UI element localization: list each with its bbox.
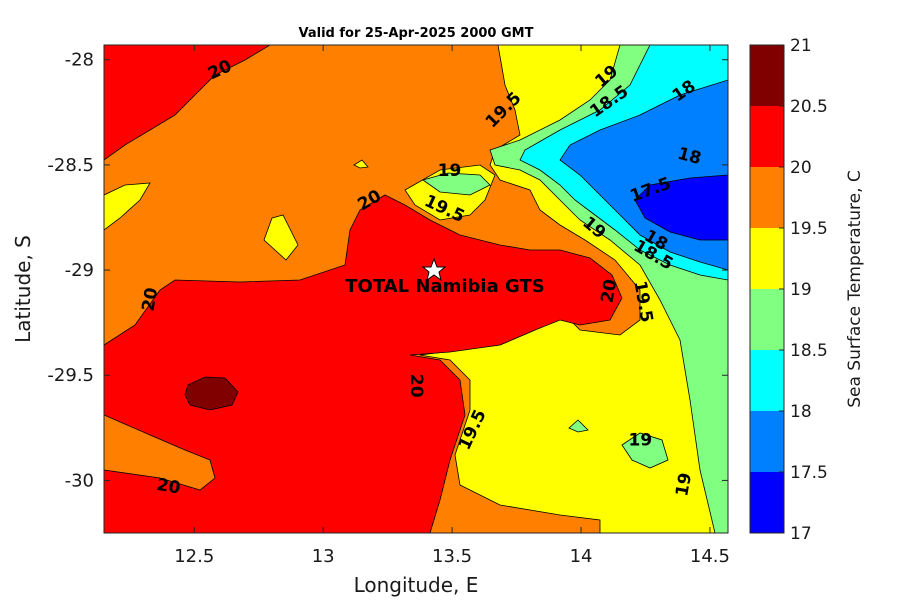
y-axis-label: Latitude, S: [11, 235, 35, 343]
band-19-19.5-west-coast: [104, 182, 151, 231]
contour-fill-layer: [104, 45, 728, 533]
colorbar-tick-label: 21: [790, 36, 812, 56]
contour-label: 20: [139, 286, 163, 313]
x-axis-ticks: 12.5 13 13.5 14 14.5: [174, 45, 730, 567]
y-tick-label: -28.5: [47, 155, 94, 176]
y-tick-label: -29: [65, 260, 94, 281]
y-axis-ticks: -28 -28.5 -29 -29.5 -30: [47, 50, 728, 491]
site-label: TOTAL Namibia GTS: [345, 276, 544, 297]
contour-label: 19: [628, 430, 652, 450]
colorbar-segment: [750, 472, 784, 533]
colorbar-segment: [750, 106, 784, 167]
x-tick-label: 14.5: [690, 546, 730, 567]
colorbar-tick-label: 19.5: [790, 219, 828, 239]
band-18.5-19-pocket: [422, 172, 491, 196]
colorbar-tick-label: 17.5: [790, 463, 828, 483]
y-tick-label: -29.5: [47, 365, 94, 386]
colorbar-tick-label: 20: [790, 158, 812, 178]
colorbar-tick-label: 18: [790, 402, 812, 422]
site-star-icon[interactable]: [421, 257, 447, 282]
band-20-20.5-northwest: [104, 45, 271, 161]
colorbar-segment: [750, 228, 784, 289]
contour-label: 20: [155, 475, 182, 499]
x-tick-label: 13: [312, 546, 335, 567]
band-17-17.5: [634, 174, 728, 241]
colorbar: 17 17.5 18 18.5 19 19.5 20 20.5 21: [749, 36, 828, 544]
colorbar-segment: [750, 411, 784, 472]
x-tick-label: 13.5: [432, 546, 472, 567]
plot-frame: [103, 44, 729, 534]
band-20.5-21: [184, 376, 239, 411]
contour-label: 19: [438, 161, 462, 181]
colorbar-segment: [750, 167, 784, 228]
band-18.5-19-pocket-south: [621, 432, 669, 469]
site-marker-layer: TOTAL Namibia GTS: [345, 257, 545, 297]
colorbar-tick-label: 20.5: [790, 97, 828, 117]
band-18.5-19-speck: [568, 419, 589, 433]
colorbar-label: Sea Surface Temperature, C: [845, 170, 865, 408]
band-19-19.5-speck: [353, 159, 369, 169]
band-20-20.5-central: [104, 194, 623, 533]
x-tick-label: 14: [570, 546, 593, 567]
contour-label: 19: [672, 471, 696, 498]
colorbar-tick-label: 19: [790, 280, 812, 300]
band-19-19.5-west-pocket: [263, 214, 299, 261]
chart-title: Valid for 25-Apr-2025 2000 GMT: [299, 26, 534, 41]
contour-label: 20: [406, 374, 426, 398]
colorbar-tick-label: 17: [790, 524, 812, 544]
colorbar-segment: [750, 289, 784, 350]
y-tick-label: -30: [65, 470, 94, 491]
contour-label: 20: [597, 278, 621, 305]
colorbar-tick-label: 18.5: [790, 341, 828, 361]
colorbar-segment: [750, 350, 784, 411]
x-axis-label: Longitude, E: [354, 573, 479, 597]
y-tick-label: -28: [65, 50, 94, 71]
x-tick-label: 12.5: [174, 546, 214, 567]
colorbar-segment: [750, 45, 784, 106]
